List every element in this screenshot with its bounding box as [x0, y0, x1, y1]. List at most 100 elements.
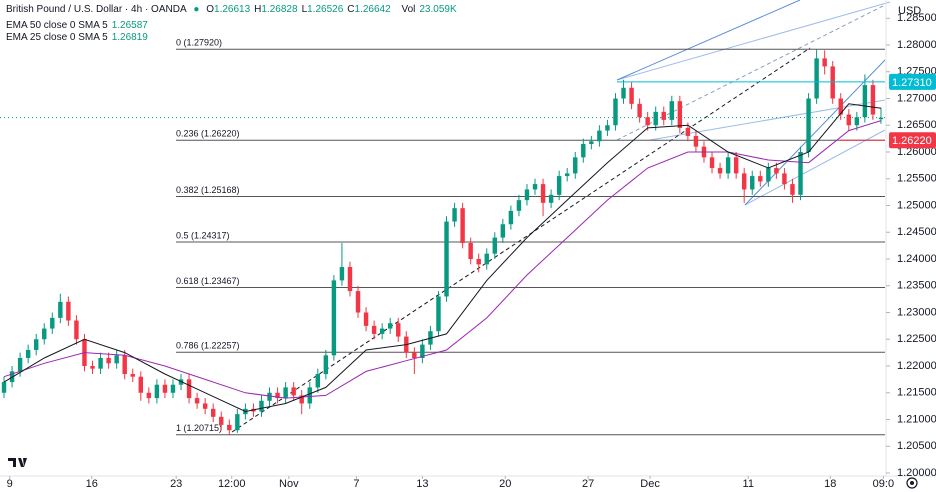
ohlc-label: H: [254, 4, 262, 15]
candle-body: [854, 117, 860, 126]
symbol-header: British Pound / U.S. Dollar · 4h · OANDA…: [6, 4, 465, 16]
fib-label: 0.236 (1.26220): [176, 129, 240, 139]
candle: [50, 312, 55, 334]
candle-body: [275, 392, 280, 399]
currency-label[interactable]: USD: [898, 5, 921, 17]
candle: [307, 382, 312, 409]
candle: [114, 349, 119, 369]
x-tick-label: 7: [353, 478, 359, 490]
fib-label: 1 (1.20715): [176, 423, 222, 433]
candle: [339, 242, 345, 286]
candle-body: [605, 125, 610, 131]
ohlc-value: 1.26613: [214, 4, 251, 15]
candle-body: [114, 355, 119, 364]
candle-body: [766, 168, 771, 182]
candle: [219, 411, 224, 431]
indicator-name[interactable]: EMA 50 close 0 SMA 5: [6, 20, 108, 31]
candle-body: [476, 258, 481, 265]
candle: [750, 170, 755, 195]
candle-body: [661, 111, 666, 120]
candle-body: [556, 176, 562, 195]
candle-body: [412, 352, 417, 358]
candle-body: [862, 85, 868, 118]
candle-body: [235, 414, 240, 431]
candle-body: [508, 210, 514, 225]
candle: [758, 170, 763, 187]
candle: [74, 315, 79, 345]
candle: [347, 261, 353, 297]
y-tick-label: 1.26500: [897, 119, 936, 131]
x-tick-label: Dec: [640, 478, 660, 490]
candle: [275, 387, 280, 404]
candle: [661, 106, 666, 126]
candle-body: [806, 98, 811, 152]
candle: [822, 50, 827, 75]
candle-body: [573, 157, 578, 174]
y-tick-label: 1.24000: [897, 253, 936, 265]
candle-body: [98, 357, 103, 369]
candle-body: [387, 323, 393, 329]
candle-body: [597, 130, 602, 142]
y-tick-label: 1.20000: [897, 467, 936, 479]
candle: [774, 162, 779, 179]
candle: [106, 352, 111, 369]
candle-body: [66, 301, 71, 321]
candle-body: [363, 312, 369, 326]
candle: [315, 368, 321, 393]
candle-body: [621, 87, 626, 99]
candle-body: [267, 392, 272, 401]
logo: [8, 458, 27, 467]
candle: [33, 333, 39, 356]
candle-body: [758, 176, 763, 182]
candle: [540, 178, 546, 217]
candle: [870, 79, 876, 120]
candle-body: [870, 85, 876, 115]
candle: [629, 82, 634, 110]
candle: [98, 352, 103, 375]
settings-icon[interactable]: [906, 477, 918, 489]
candle: [814, 49, 819, 104]
candle-body: [339, 267, 345, 281]
candle: [605, 119, 610, 136]
candle-body: [202, 403, 208, 409]
x-tick-label: Nov: [279, 478, 299, 490]
candle: [162, 379, 168, 399]
candle-body: [227, 424, 232, 431]
candle-body: [581, 143, 586, 158]
volume-label: Vol: [401, 4, 416, 15]
candle-body: [516, 200, 522, 211]
y-tick-label: 1.23000: [897, 306, 936, 318]
candle: [122, 349, 127, 380]
candle: [766, 162, 771, 187]
x-tick-label: 09:0: [873, 478, 894, 490]
candle: [387, 317, 393, 334]
candle: [299, 390, 304, 415]
candle-body: [540, 184, 546, 203]
indicator-legend: EMA 50 close 0 SMA 5 1.26587: [6, 20, 152, 32]
candle-body: [846, 114, 852, 126]
candle-body: [790, 184, 795, 195]
candle-body: [210, 408, 216, 417]
candle: [741, 168, 747, 203]
candle: [669, 95, 675, 126]
candle-body: [42, 328, 47, 340]
price-label-box: [889, 73, 936, 90]
candle-body: [782, 173, 787, 185]
candle: [90, 360, 95, 375]
candle: [154, 379, 160, 404]
candle-body: [725, 157, 731, 174]
candle-body: [452, 208, 457, 222]
candle-body: [613, 98, 618, 126]
symbol-title: British Pound / U.S. Dollar · 4h · OANDA: [6, 4, 187, 15]
indicator-name[interactable]: EMA 25 close 0 SMA 5: [6, 32, 108, 43]
candle-body: [154, 384, 160, 399]
candle: [130, 368, 135, 383]
candle: [58, 293, 63, 324]
candle-body: [17, 357, 23, 372]
candle: [637, 98, 642, 123]
candle: [862, 74, 868, 123]
candle: [138, 371, 144, 401]
x-tick-label: 13: [416, 478, 428, 490]
candle: [806, 93, 811, 158]
